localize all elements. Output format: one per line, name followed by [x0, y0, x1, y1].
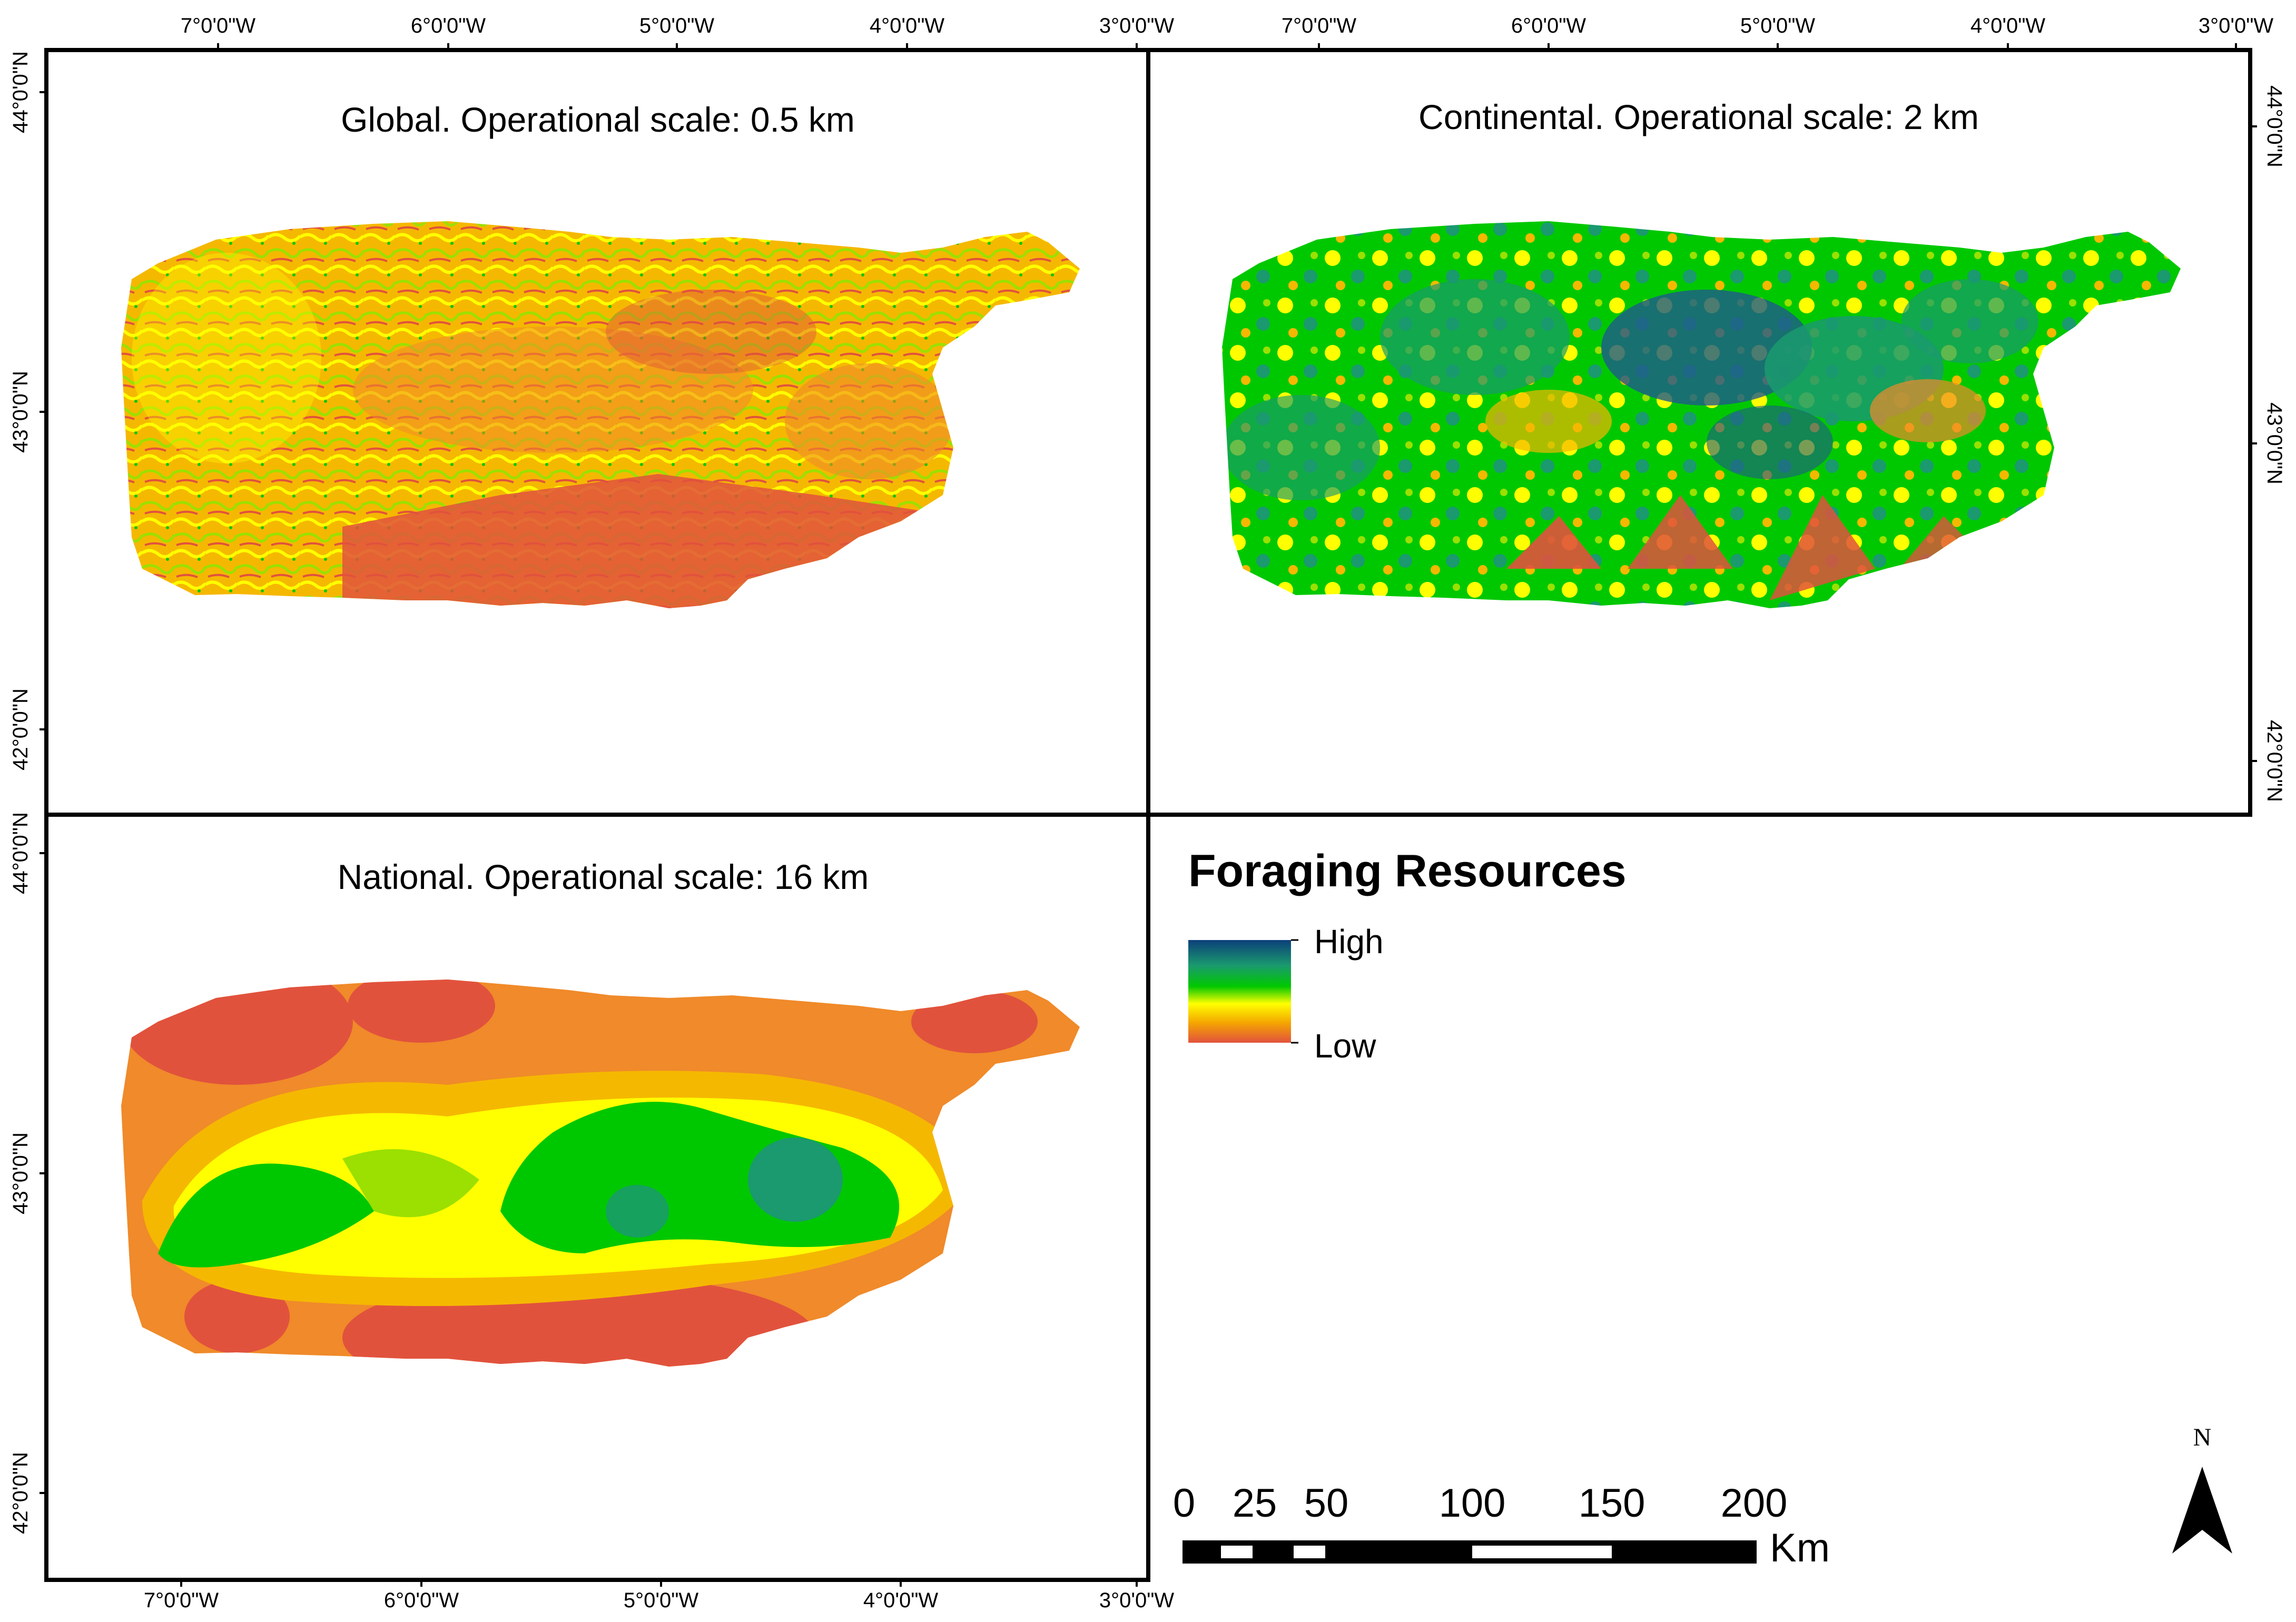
lon-ticks-top-right: 7°0'0"W 6°0'0"W 5°0'0"W 4°0'0"W 3°0'0"W — [1282, 14, 2274, 50]
lat-label: 42°0'0"N — [9, 1452, 32, 1534]
lon-label: 7°0'0"W — [144, 1589, 219, 1612]
lon-label: 3°0'0"W — [1099, 1589, 1175, 1612]
lon-label: 3°0'0"W — [1099, 14, 1175, 37]
lon-label: 5°0'0"W — [1740, 14, 1816, 37]
scale-tick-label: 150 — [1579, 1481, 1645, 1526]
legend: Foraging Resources High Low — [1188, 846, 1627, 1065]
scale-tick-label: 100 — [1439, 1481, 1506, 1526]
panel-global-map — [121, 221, 1080, 608]
lon-label: 4°0'0"W — [870, 14, 945, 37]
panel-continental-title: Continental. Operational scale: 2 km — [1418, 97, 1979, 136]
lon-label: 7°0'0"W — [181, 14, 256, 37]
lat-label: 44°0'0"N — [2263, 85, 2286, 167]
scale-tick-label: 25 — [1233, 1481, 1277, 1526]
lon-label: 5°0'0"W — [624, 1589, 699, 1612]
lat-label: 43°0'0"N — [9, 371, 32, 453]
north-arrow-label: N — [2193, 1423, 2212, 1451]
legend-low-label: Low — [1314, 1027, 1376, 1065]
lon-label: 4°0'0"W — [1970, 14, 2046, 37]
lat-label: 44°0'0"N — [9, 51, 32, 133]
lat-label: 44°0'0"N — [9, 812, 32, 894]
north-arrow: N — [2172, 1423, 2232, 1554]
north-arrow-icon — [2172, 1467, 2232, 1554]
lat-label: 42°0'0"N — [2263, 720, 2286, 802]
lat-ticks-right: 44°0'0"N 43°0'0"N 42°0'0"N — [2250, 85, 2286, 802]
lon-ticks-bottom: 7°0'0"W 6°0'0"W 5°0'0"W 4°0'0"W 3°0'0"W — [144, 1580, 1175, 1612]
lat-label: 42°0'0"N — [9, 688, 32, 770]
lon-label: 4°0'0"W — [863, 1589, 939, 1612]
scale-tick-label: 200 — [1721, 1481, 1788, 1526]
scale-bar: 0 25 50 100 150 200 Km — [1173, 1481, 1830, 1570]
lon-label: 3°0'0"W — [2199, 14, 2274, 37]
legend-color-ramp — [1188, 940, 1291, 1043]
legend-title: Foraging Resources — [1188, 846, 1627, 896]
lon-label: 6°0'0"W — [411, 14, 486, 37]
lon-ticks-top-left: 7°0'0"W 6°0'0"W 5°0'0"W 4°0'0"W 3°0'0"W — [181, 14, 1175, 50]
lon-label: 7°0'0"W — [1282, 14, 1357, 37]
lat-label: 43°0'0"N — [9, 1132, 32, 1214]
panel-global-title: Global. Operational scale: 0.5 km — [341, 100, 855, 139]
lon-label: 6°0'0"W — [384, 1589, 459, 1612]
panel-national-title: National. Operational scale: 16 km — [338, 857, 869, 896]
lat-ticks-left-bottom: 44°0'0"N 43°0'0"N 42°0'0"N — [9, 812, 46, 1534]
scale-tick-label: 0 — [1173, 1481, 1195, 1526]
scale-unit-label: Km — [1770, 1526, 1830, 1570]
lat-label: 43°0'0"N — [2263, 402, 2286, 484]
lat-ticks-left-top: 44°0'0"N 43°0'0"N 42°0'0"N — [9, 51, 46, 770]
scale-tick-label: 50 — [1304, 1481, 1349, 1526]
lon-label: 5°0'0"W — [639, 14, 715, 37]
legend-high-label: High — [1314, 923, 1384, 961]
lon-label: 6°0'0"W — [1511, 14, 1586, 37]
